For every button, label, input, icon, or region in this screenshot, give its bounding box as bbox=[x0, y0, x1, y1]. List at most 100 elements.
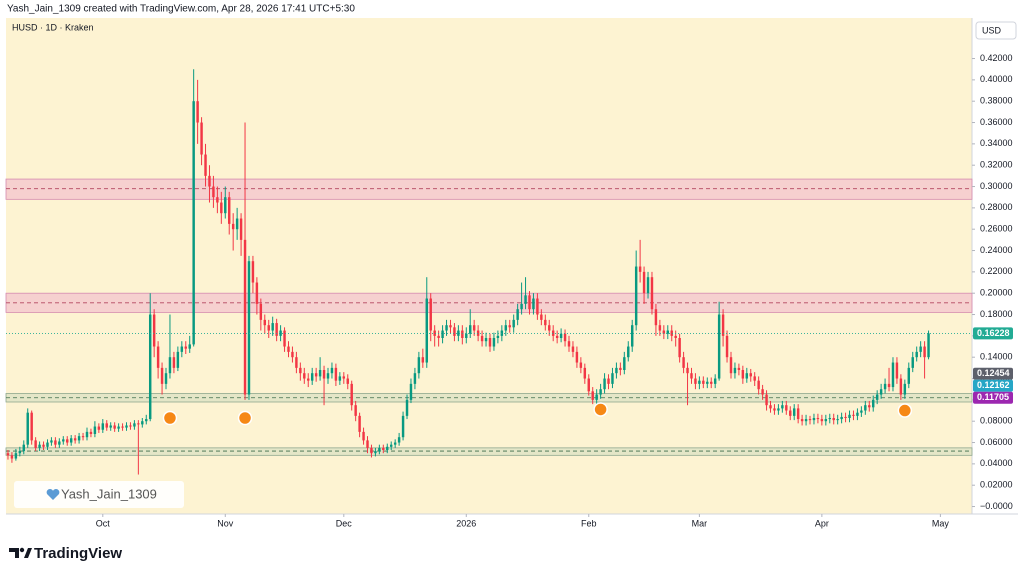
candle-body bbox=[251, 261, 255, 283]
candle-body bbox=[611, 373, 614, 384]
candle-body bbox=[789, 410, 792, 416]
candle-body bbox=[710, 381, 713, 384]
y-tick-label: 0.30000 bbox=[980, 181, 1013, 191]
candle-body bbox=[184, 346, 187, 349]
candle-body bbox=[330, 367, 334, 374]
candle-body bbox=[666, 330, 670, 334]
x-tick-label: Nov bbox=[217, 518, 234, 528]
candle-body bbox=[583, 367, 587, 379]
candle-body bbox=[318, 370, 322, 377]
candle-body bbox=[34, 440, 37, 448]
candle-body bbox=[417, 357, 421, 374]
candle-body bbox=[472, 325, 476, 331]
candle-body bbox=[172, 357, 176, 368]
candle-body bbox=[717, 314, 721, 379]
candle-body bbox=[73, 438, 77, 441]
candle-body bbox=[263, 319, 267, 326]
plot-background bbox=[6, 18, 972, 514]
candle-body bbox=[800, 419, 804, 422]
candle-body bbox=[804, 419, 808, 422]
candle-body bbox=[895, 362, 899, 379]
candle-body bbox=[267, 325, 270, 331]
candle-body bbox=[516, 309, 519, 320]
candle-body bbox=[548, 325, 551, 331]
candle-body bbox=[599, 389, 602, 395]
candle-body bbox=[425, 298, 428, 363]
candle-body bbox=[781, 405, 784, 409]
candle-body bbox=[488, 338, 492, 347]
candle-body bbox=[595, 394, 598, 400]
candle-body bbox=[141, 421, 144, 425]
candle-body bbox=[630, 325, 634, 347]
candle-body bbox=[682, 357, 685, 368]
y-tick-label: 0.42000 bbox=[980, 53, 1013, 63]
y-tick-label: 0.02000 bbox=[980, 480, 1013, 490]
candle-body bbox=[145, 419, 148, 422]
candle-body bbox=[109, 425, 112, 428]
candle-body bbox=[638, 266, 642, 272]
y-tick-label: 0.40000 bbox=[980, 74, 1013, 84]
candle-body bbox=[741, 370, 745, 379]
candle-body bbox=[259, 303, 263, 320]
y-tick-label: 0.06000 bbox=[980, 437, 1013, 447]
candle-body bbox=[433, 330, 436, 336]
candle-body bbox=[555, 335, 559, 338]
candle-body bbox=[58, 441, 61, 445]
candle-body bbox=[117, 426, 120, 429]
candle-body bbox=[393, 442, 397, 445]
candle-body bbox=[465, 333, 468, 338]
candle-body bbox=[627, 346, 630, 358]
candle-body bbox=[761, 389, 764, 395]
candle-body bbox=[646, 277, 650, 294]
logo-mark bbox=[9, 548, 19, 558]
y-tick-label: 0.34000 bbox=[980, 138, 1013, 148]
candle-body bbox=[678, 338, 681, 358]
marker bbox=[897, 403, 913, 418]
candle-body bbox=[504, 325, 508, 331]
x-tick-label: Oct bbox=[96, 518, 111, 528]
footer: TradingView bbox=[34, 545, 122, 562]
markers bbox=[6, 333, 972, 426]
y-tick-label: 0.24000 bbox=[980, 245, 1013, 255]
y-tick-label: 0.14000 bbox=[980, 352, 1013, 362]
candle-body bbox=[156, 346, 160, 368]
candle-body bbox=[457, 330, 460, 336]
candle-body bbox=[342, 376, 346, 379]
candle-body bbox=[243, 239, 247, 395]
candle-body bbox=[224, 197, 227, 214]
candle-body bbox=[421, 357, 425, 363]
candle-body bbox=[366, 440, 369, 448]
candle-body bbox=[6, 453, 10, 456]
candle-body bbox=[907, 367, 911, 384]
candle-body bbox=[334, 367, 338, 381]
candle-body bbox=[883, 383, 887, 390]
candle-body bbox=[706, 381, 709, 384]
candle-body bbox=[453, 327, 456, 336]
price-label-box bbox=[973, 367, 1013, 380]
currency: USD bbox=[982, 25, 1002, 35]
candle-body bbox=[773, 408, 776, 411]
candle-body bbox=[121, 426, 124, 428]
candle-body bbox=[690, 373, 693, 379]
candle-body bbox=[713, 378, 717, 384]
candle-body bbox=[559, 333, 563, 338]
header: Yash_Jain_1309 created with TradingView.… bbox=[7, 4, 355, 15]
candle-body bbox=[133, 423, 136, 427]
candle-body bbox=[832, 418, 835, 421]
symbol-title: HUSD · 1D · Kraken bbox=[12, 22, 94, 32]
x-tick-label: May bbox=[932, 518, 950, 528]
candle-body bbox=[239, 218, 243, 240]
candle-body bbox=[196, 101, 199, 123]
candle-body bbox=[721, 314, 725, 336]
candle-body bbox=[275, 323, 278, 336]
price-label: 0.11705 bbox=[977, 392, 1009, 402]
candle-body bbox=[389, 444, 393, 447]
candle-body bbox=[860, 410, 863, 413]
candle-body bbox=[216, 197, 219, 203]
candle-body bbox=[702, 380, 705, 384]
y-tick-label: 0.20000 bbox=[980, 288, 1013, 298]
y-tick-label: 0.32000 bbox=[980, 160, 1013, 170]
candle-body bbox=[192, 101, 195, 345]
candle-body bbox=[615, 367, 618, 374]
candle-body bbox=[429, 298, 432, 331]
